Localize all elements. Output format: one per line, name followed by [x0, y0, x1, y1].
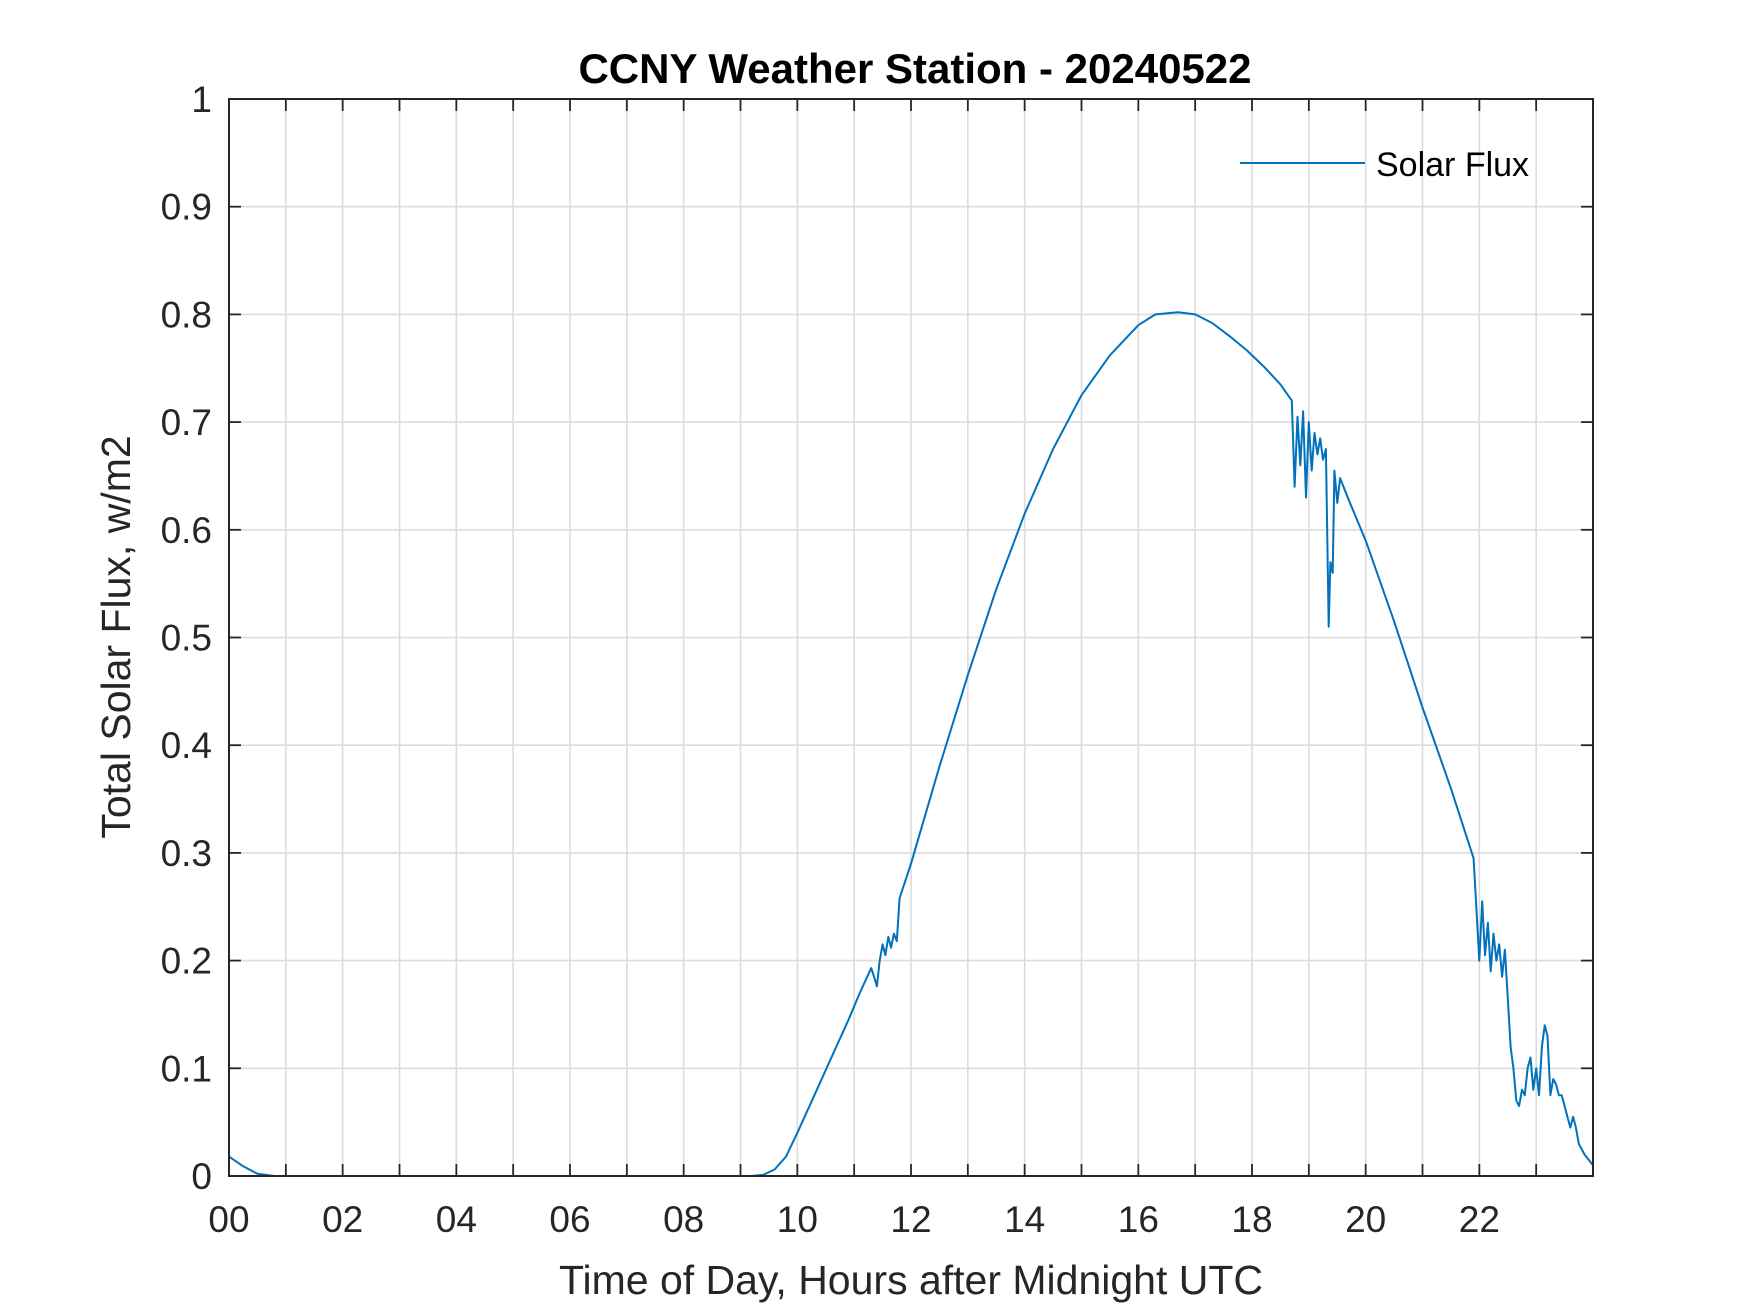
y-tick-label: 0.3: [161, 833, 212, 874]
legend-label-solar-flux: Solar Flux: [1376, 146, 1529, 184]
y-tick-label: 0.2: [161, 941, 212, 982]
x-tick-label: 12: [890, 1199, 931, 1240]
x-tick-label: 20: [1345, 1199, 1386, 1240]
y-tick-label: 0.6: [161, 510, 212, 551]
y-tick-labels: 0 0.1 0.2 0.3 0.4 0.5 0.6 0.7 0.8 0.9 1: [161, 79, 212, 1197]
x-tick-label: 02: [322, 1199, 363, 1240]
y-tick-label: 0.7: [161, 402, 212, 443]
y-axis-label: Total Solar Flux, w/m2: [93, 435, 139, 838]
x-tick-label: 18: [1231, 1199, 1272, 1240]
y-tick-label: 0.5: [161, 618, 212, 659]
x-tick-label: 08: [663, 1199, 704, 1240]
x-tick-label: 00: [208, 1199, 249, 1240]
x-tick-label: 10: [777, 1199, 818, 1240]
y-tick-label: 0: [191, 1156, 212, 1197]
x-tick-labels: 00 02 04 06 08 10 12 14 16 18 20 22: [208, 1199, 1499, 1240]
series-line-solar-flux: [228, 311, 1594, 1177]
x-tick-label: 22: [1459, 1199, 1500, 1240]
y-tick-label: 0.4: [161, 725, 212, 766]
y-tick-label: 1: [191, 79, 212, 120]
x-tick-label: 06: [549, 1199, 590, 1240]
legend: Solar Flux: [1240, 146, 1529, 184]
y-tick-label: 0.9: [161, 187, 212, 228]
y-tick-label: 0.8: [161, 294, 212, 335]
x-tick-label: 04: [436, 1199, 477, 1240]
x-tick-label: 14: [1004, 1199, 1045, 1240]
tick-marks: [229, 98, 1593, 1177]
x-axis-label: Time of Day, Hours after Midnight UTC: [559, 1257, 1263, 1303]
chart-title: CCNY Weather Station - 20240522: [578, 45, 1251, 92]
grid-lines: [229, 99, 1593, 1176]
series-layer: [228, 311, 1594, 1177]
axes-box: [228, 98, 1594, 1177]
y-tick-label: 0.1: [161, 1048, 212, 1089]
x-tick-label: 16: [1118, 1199, 1159, 1240]
